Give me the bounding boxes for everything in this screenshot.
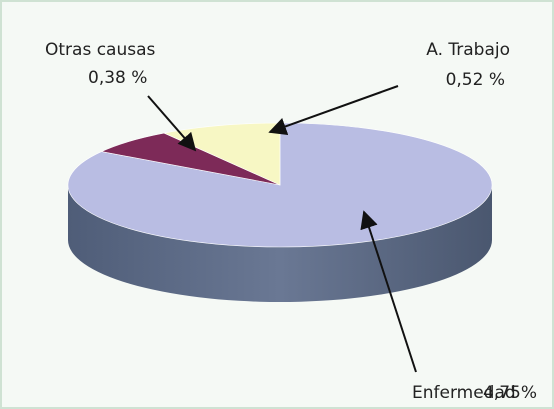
pie-side — [68, 185, 492, 302]
slice-label: Otras causas — [45, 40, 156, 60]
slice-label: Enfermedad — [412, 383, 516, 403]
value-label: 0,52 % — [446, 70, 505, 90]
arrow — [360, 210, 417, 373]
pie-slice — [67, 122, 493, 248]
arrow — [147, 95, 197, 152]
arrow — [268, 85, 399, 135]
value-label: 0,38 % — [88, 68, 147, 88]
pie — [67, 122, 493, 302]
value-label: 4,75% — [483, 383, 537, 403]
slice-label: A. Trabajo — [426, 40, 510, 60]
